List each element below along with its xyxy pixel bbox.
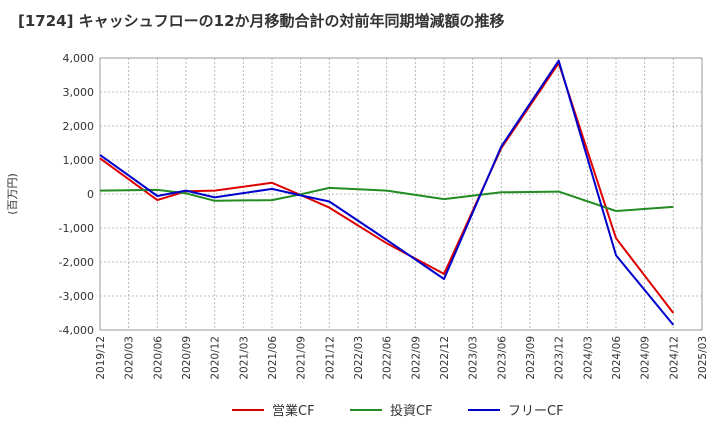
y-tick-label: -1,000 (59, 222, 94, 235)
x-tick-label: 2020/12 (210, 336, 222, 380)
chart-title: [1724] キャッシュフローの12か月移動合計の対前年同期増減額の推移 (18, 12, 505, 30)
x-tick-label: 2022/09 (410, 336, 422, 380)
x-tick-label: 2023/09 (525, 336, 537, 380)
x-tick-label: 2024/12 (668, 336, 680, 380)
legend-label: 営業CF (272, 403, 315, 419)
x-tick-label: 2021/03 (238, 336, 250, 380)
y-tick-label: 4,000 (63, 52, 95, 65)
y-tick-label: 3,000 (63, 86, 95, 99)
y-tick-label: 2,000 (63, 120, 95, 133)
y-tick-label: -4,000 (59, 324, 94, 337)
x-tick-label: 2024/09 (640, 336, 652, 380)
y-axis-label: (百万円) (6, 173, 19, 215)
series-line (99, 186, 674, 212)
y-tick-label: 0 (87, 188, 94, 201)
x-tick-label: 2021/12 (324, 336, 336, 380)
x-tick-label: 2020/06 (152, 336, 164, 380)
y-tick-label: 1,000 (63, 154, 95, 167)
x-tick-label: 2021/09 (296, 336, 308, 380)
x-tick-label: 2021/06 (267, 336, 279, 380)
series-line (99, 59, 675, 326)
x-tick-label: 2024/06 (611, 336, 623, 380)
x-tick-label: 2025/03 (697, 336, 709, 380)
x-tick-label: 2023/03 (468, 336, 480, 380)
x-tick-label: 2019/12 (95, 336, 107, 380)
x-tick-label: 2022/12 (439, 336, 451, 380)
x-tick-label: 2022/06 (382, 336, 394, 380)
x-tick-label: 2022/03 (353, 336, 365, 380)
x-tick-label: 2024/03 (582, 336, 594, 380)
x-tick-label: 2023/12 (554, 336, 566, 380)
x-tick-label: 2020/03 (124, 336, 136, 380)
x-tick-label: 2023/06 (496, 336, 508, 380)
x-tick-label: 2020/09 (181, 336, 193, 380)
legend-label: フリーCF (508, 404, 564, 419)
y-tick-label: -3,000 (59, 290, 94, 303)
legend-label: 投資CF (390, 403, 433, 419)
y-tick-label: -2,000 (59, 256, 94, 269)
